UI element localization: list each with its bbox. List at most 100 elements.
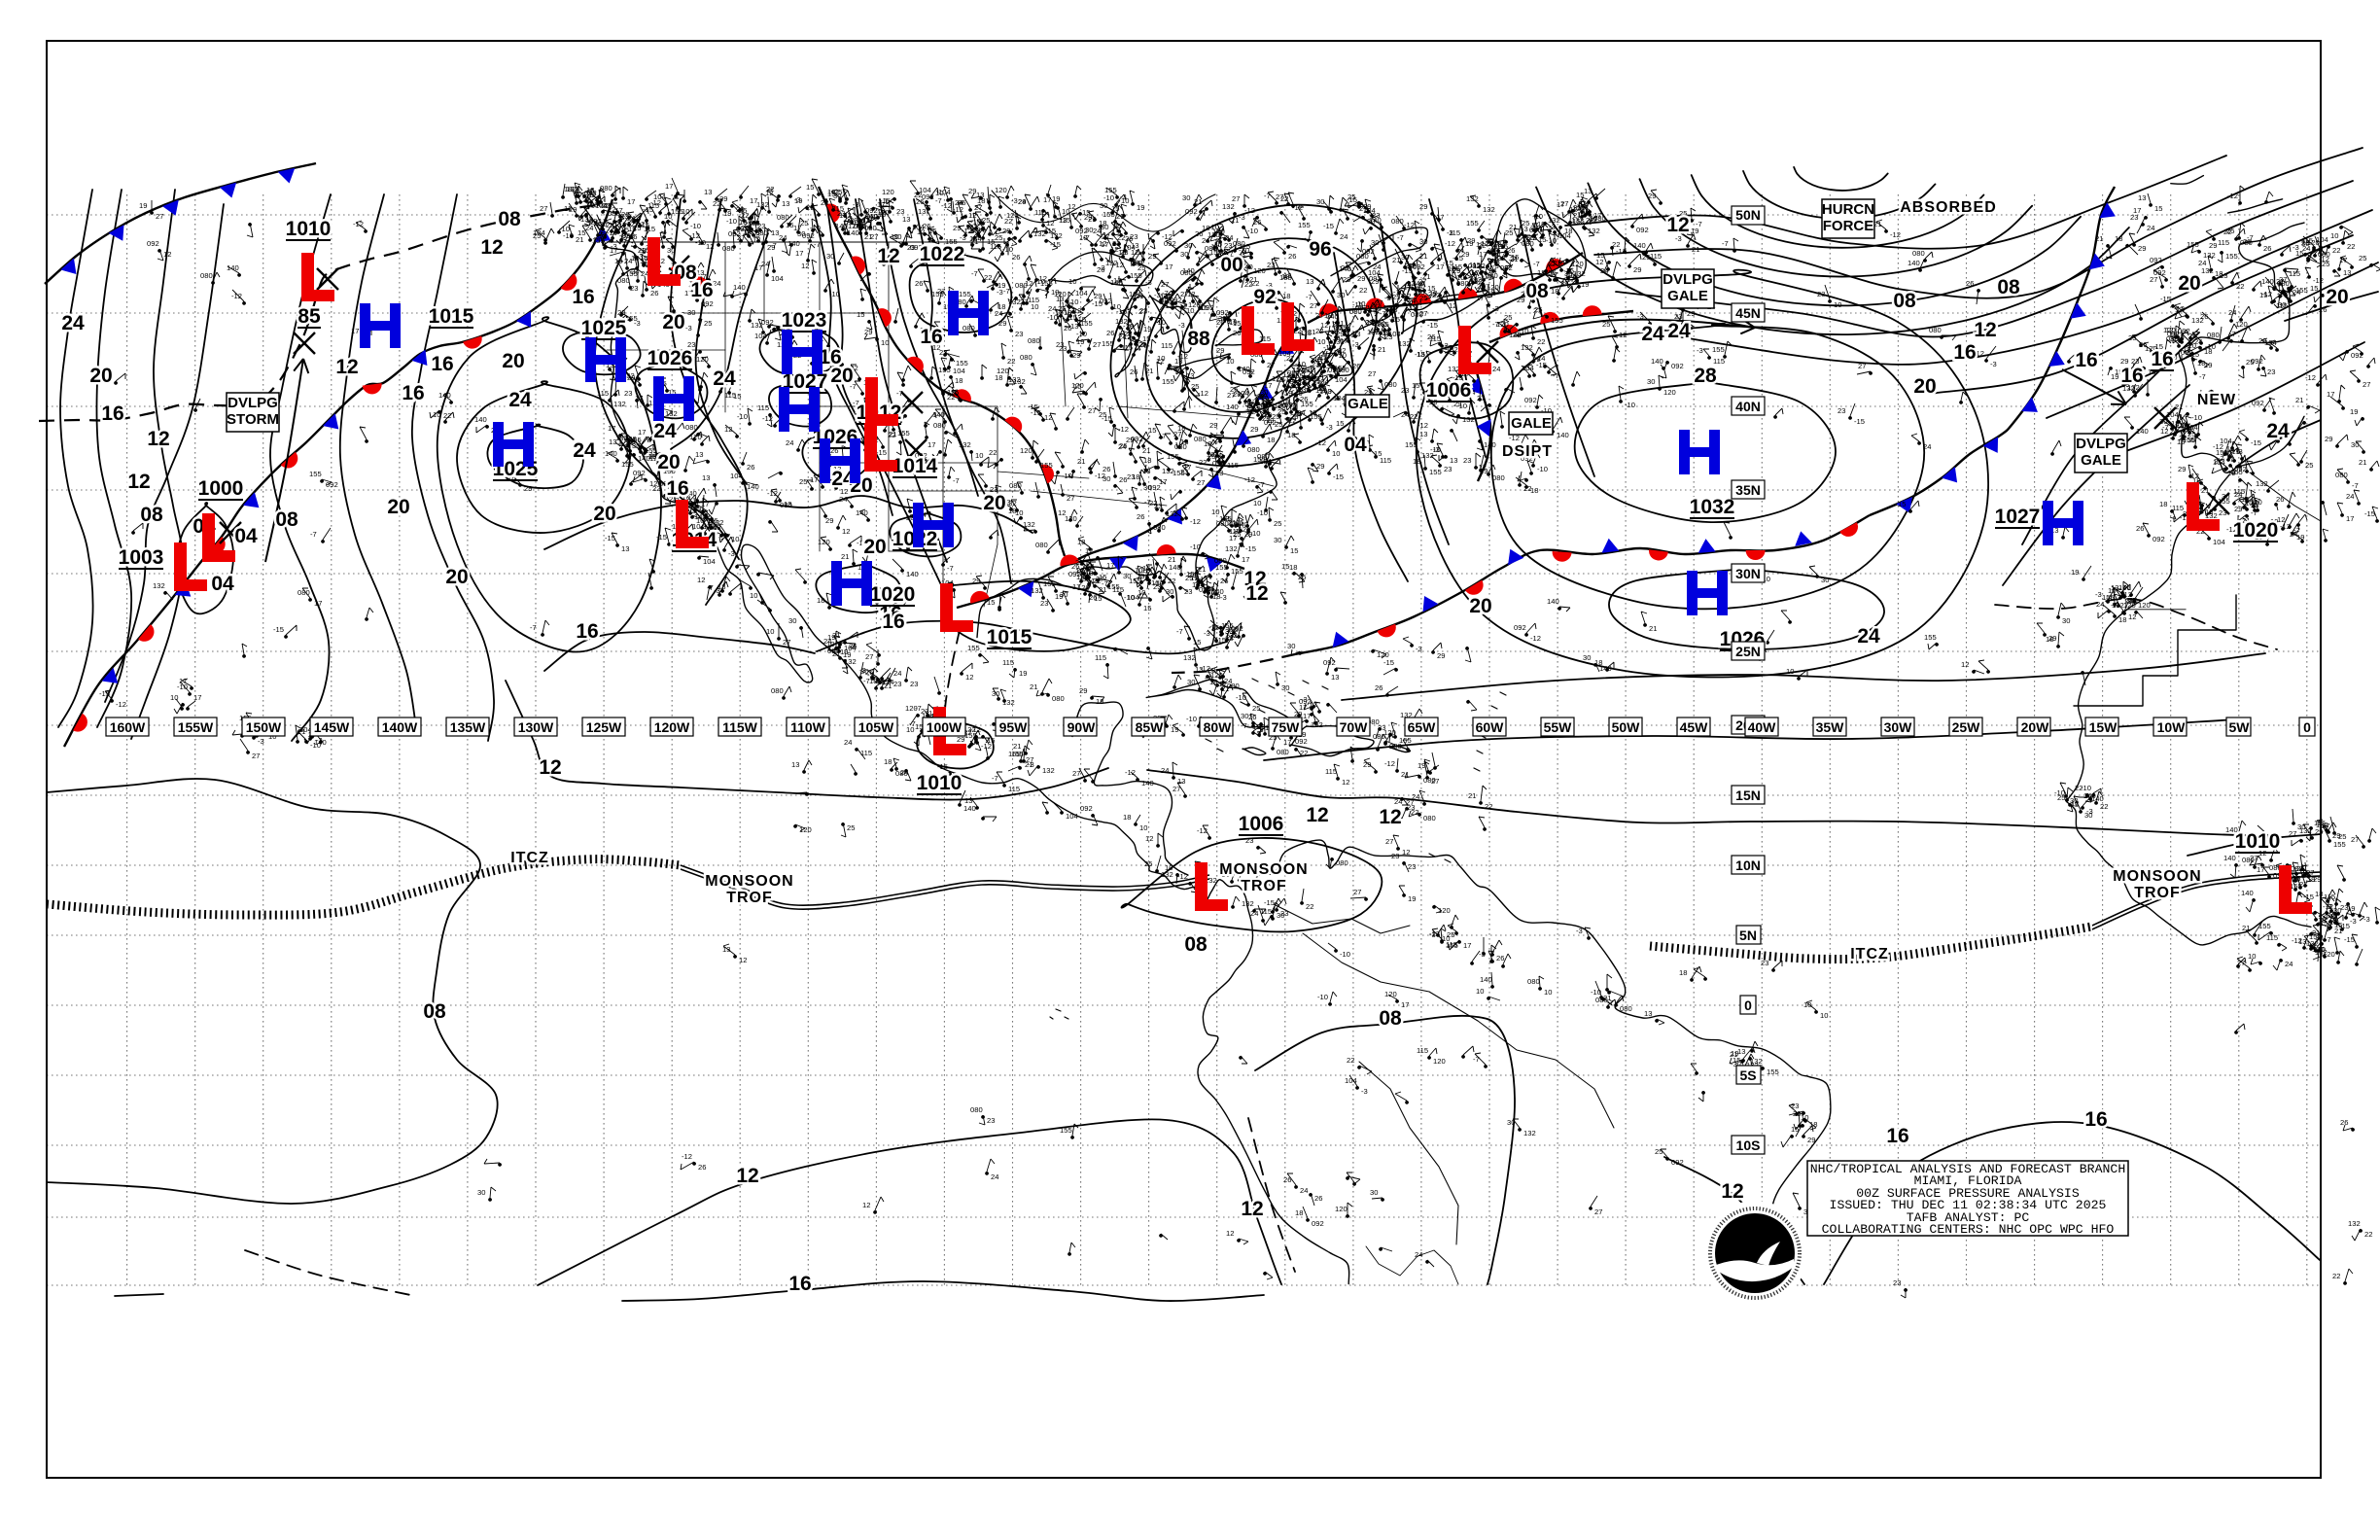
svg-text:120: 120 bbox=[1006, 211, 1019, 220]
svg-text:29: 29 bbox=[1126, 436, 1134, 444]
svg-text:04: 04 bbox=[234, 525, 258, 547]
svg-text:18: 18 bbox=[1564, 227, 1572, 235]
svg-text:104: 104 bbox=[299, 725, 312, 734]
svg-text:155: 155 bbox=[2218, 497, 2230, 506]
svg-text:15W: 15W bbox=[2089, 719, 2118, 735]
svg-text:26: 26 bbox=[1058, 304, 1066, 313]
svg-text:29: 29 bbox=[2124, 597, 2132, 606]
svg-text:MONSOON: MONSOON bbox=[2113, 868, 2201, 885]
svg-text:13: 13 bbox=[877, 678, 885, 686]
svg-text:12: 12 bbox=[1241, 1198, 1263, 1220]
svg-text:12: 12 bbox=[2165, 326, 2173, 334]
svg-text:104: 104 bbox=[533, 228, 545, 237]
svg-text:12: 12 bbox=[1666, 214, 1689, 236]
svg-text:22: 22 bbox=[821, 198, 828, 207]
svg-text:24: 24 bbox=[823, 637, 831, 646]
svg-text:23: 23 bbox=[736, 205, 744, 214]
svg-text:24: 24 bbox=[1857, 625, 1880, 648]
svg-text:24: 24 bbox=[786, 438, 793, 447]
svg-text:27: 27 bbox=[1093, 340, 1101, 349]
svg-text:13: 13 bbox=[1228, 519, 1236, 528]
svg-text:12: 12 bbox=[586, 186, 594, 194]
svg-text:120: 120 bbox=[1210, 671, 1223, 680]
svg-text:104: 104 bbox=[1066, 812, 1078, 821]
svg-text:23: 23 bbox=[2251, 501, 2258, 509]
svg-text:12: 12 bbox=[842, 527, 850, 536]
svg-text:1023: 1023 bbox=[782, 309, 827, 332]
svg-text:23: 23 bbox=[1040, 599, 1048, 608]
svg-text:120: 120 bbox=[1065, 514, 1077, 523]
svg-text:13: 13 bbox=[2050, 526, 2058, 535]
svg-text:132: 132 bbox=[2348, 1219, 2361, 1228]
svg-text:21: 21 bbox=[864, 232, 872, 241]
svg-text:092: 092 bbox=[2234, 465, 2247, 473]
svg-text:-10: -10 bbox=[1155, 318, 1166, 327]
svg-text:24: 24 bbox=[653, 420, 677, 442]
svg-text:092: 092 bbox=[584, 189, 597, 197]
svg-text:22: 22 bbox=[582, 195, 590, 204]
svg-text:26: 26 bbox=[1507, 246, 1515, 255]
svg-text:-3: -3 bbox=[1239, 250, 1245, 259]
svg-text:-7: -7 bbox=[992, 774, 998, 783]
svg-text:-3: -3 bbox=[1197, 300, 1204, 309]
svg-text:15: 15 bbox=[2292, 874, 2300, 883]
svg-text:25: 25 bbox=[799, 477, 807, 486]
svg-text:12: 12 bbox=[2071, 799, 2079, 808]
svg-text:140: 140 bbox=[2083, 791, 2096, 800]
svg-text:24: 24 bbox=[631, 267, 639, 276]
svg-text:17: 17 bbox=[2175, 305, 2183, 314]
svg-text:27: 27 bbox=[974, 203, 982, 212]
svg-text:155: 155 bbox=[1209, 248, 1222, 257]
svg-text:21: 21 bbox=[1030, 682, 1037, 691]
svg-text:25: 25 bbox=[633, 224, 641, 232]
svg-text:27: 27 bbox=[1020, 298, 1028, 306]
svg-text:155: 155 bbox=[1043, 579, 1056, 588]
svg-text:18: 18 bbox=[1143, 456, 1151, 465]
svg-text:17: 17 bbox=[1303, 712, 1311, 720]
svg-text:092: 092 bbox=[1369, 274, 1382, 283]
svg-text:-10: -10 bbox=[829, 290, 840, 298]
svg-text:080: 080 bbox=[1257, 452, 1270, 461]
svg-text:13: 13 bbox=[1059, 216, 1067, 225]
svg-text:23: 23 bbox=[2340, 903, 2348, 912]
svg-text:15: 15 bbox=[628, 225, 636, 233]
svg-text:155: 155 bbox=[1551, 316, 1563, 325]
svg-text:12: 12 bbox=[1110, 245, 1118, 254]
svg-text:30: 30 bbox=[1143, 483, 1151, 492]
svg-text:19: 19 bbox=[1281, 398, 1289, 406]
svg-text:19: 19 bbox=[2227, 469, 2235, 477]
svg-text:30: 30 bbox=[1260, 388, 1268, 397]
svg-text:-12: -12 bbox=[1113, 261, 1124, 269]
svg-text:50N: 50N bbox=[1735, 207, 1761, 223]
svg-text:19: 19 bbox=[1691, 227, 1698, 235]
svg-text:18: 18 bbox=[1679, 968, 1687, 977]
svg-text:132: 132 bbox=[566, 185, 578, 193]
svg-text:13: 13 bbox=[1429, 289, 1437, 298]
svg-text:10: 10 bbox=[1253, 499, 1261, 508]
svg-text:115: 115 bbox=[1650, 252, 1662, 261]
svg-text:26: 26 bbox=[1233, 329, 1241, 337]
svg-text:26: 26 bbox=[1137, 512, 1144, 521]
svg-text:12: 12 bbox=[1320, 321, 1328, 330]
svg-text:25: 25 bbox=[1602, 320, 1610, 329]
svg-text:120: 120 bbox=[2163, 326, 2176, 334]
svg-text:155: 155 bbox=[2187, 240, 2199, 249]
svg-text:092: 092 bbox=[1521, 454, 1533, 463]
svg-text:12: 12 bbox=[1379, 806, 1401, 828]
svg-text:1010: 1010 bbox=[286, 218, 332, 240]
svg-text:27: 27 bbox=[1138, 307, 1146, 316]
svg-text:30: 30 bbox=[1123, 572, 1131, 580]
svg-text:-15: -15 bbox=[1323, 222, 1334, 230]
svg-text:15: 15 bbox=[1577, 210, 1585, 219]
svg-text:080: 080 bbox=[1247, 445, 1260, 454]
svg-text:-12: -12 bbox=[2227, 192, 2238, 200]
svg-text:132: 132 bbox=[1161, 870, 1173, 879]
svg-text:10: 10 bbox=[766, 627, 774, 636]
svg-text:21: 21 bbox=[1873, 220, 1881, 228]
svg-text:23: 23 bbox=[1154, 502, 1162, 510]
svg-text:-12: -12 bbox=[953, 205, 963, 214]
svg-text:17: 17 bbox=[928, 440, 935, 449]
svg-text:132: 132 bbox=[1183, 653, 1196, 662]
svg-text:-10: -10 bbox=[726, 217, 737, 226]
svg-text:30: 30 bbox=[687, 308, 695, 317]
